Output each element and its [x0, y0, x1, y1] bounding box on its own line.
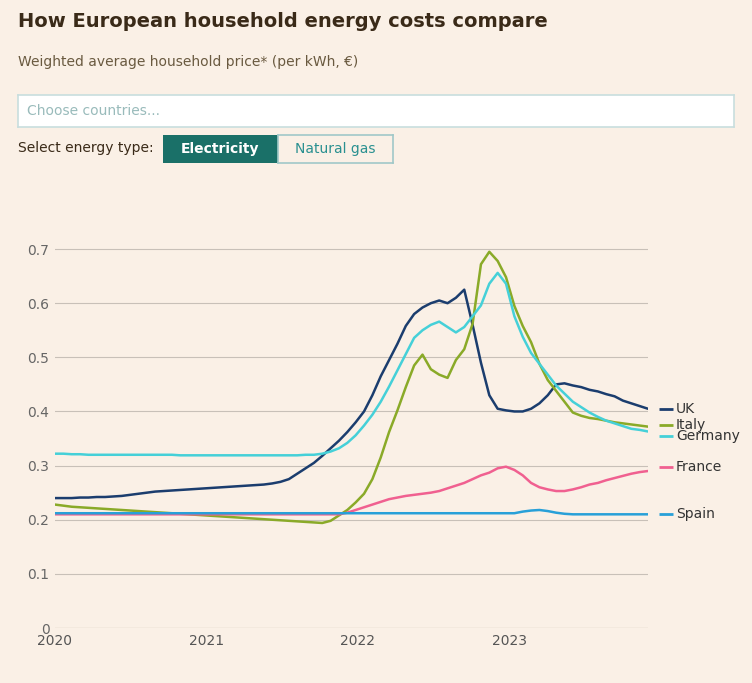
Text: Natural gas: Natural gas — [296, 142, 376, 156]
Text: France: France — [676, 460, 722, 474]
Text: UK: UK — [676, 402, 695, 416]
Text: Electricity: Electricity — [181, 142, 259, 156]
Text: Select energy type:: Select energy type: — [18, 141, 153, 155]
Text: How European household energy costs compare: How European household energy costs comp… — [18, 12, 547, 31]
Text: Choose countries...: Choose countries... — [26, 104, 159, 118]
Text: Spain: Spain — [676, 507, 714, 521]
Text: Italy: Italy — [676, 418, 706, 432]
Text: Germany: Germany — [676, 429, 740, 443]
Text: Weighted average household price* (per kWh, €): Weighted average household price* (per k… — [18, 55, 358, 69]
